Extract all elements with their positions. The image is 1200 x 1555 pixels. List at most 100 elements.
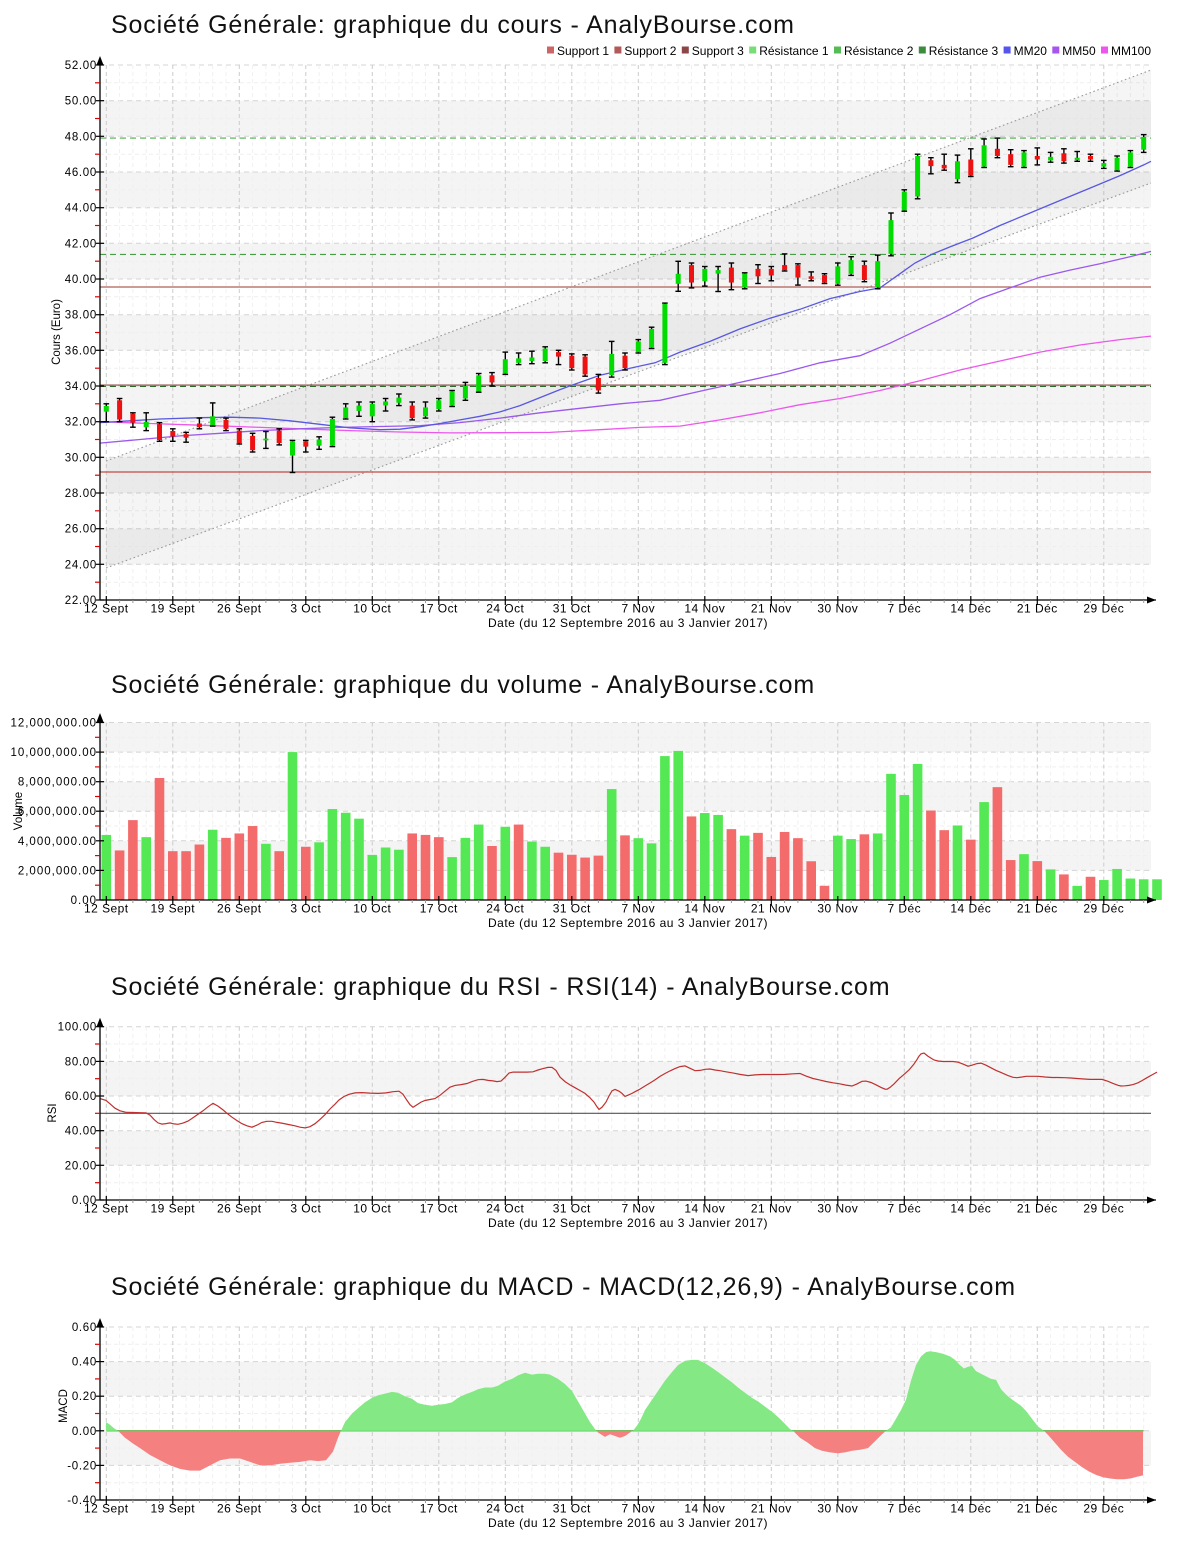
svg-text:52.00: 52.00 xyxy=(65,60,97,72)
svg-text:7 Déc: 7 Déc xyxy=(887,902,921,916)
svg-text:60.00: 60.00 xyxy=(65,1091,97,1103)
svg-text:MM50: MM50 xyxy=(1062,44,1096,58)
svg-text:4,000,000.00: 4,000,000.00 xyxy=(18,836,97,848)
svg-text:14 Déc: 14 Déc xyxy=(950,1502,991,1516)
svg-text:14 Nov: 14 Nov xyxy=(684,602,725,616)
svg-text:22.00: 22.00 xyxy=(65,595,97,607)
svg-text:19 Sept: 19 Sept xyxy=(151,602,196,616)
svg-text:7 Nov: 7 Nov xyxy=(621,1202,655,1216)
svg-text:14 Nov: 14 Nov xyxy=(684,1202,725,1216)
svg-text:21 Nov: 21 Nov xyxy=(751,902,792,916)
svg-text:3 Oct: 3 Oct xyxy=(290,1502,321,1516)
svg-text:Résistance 1: Résistance 1 xyxy=(759,44,829,58)
svg-text:48.00: 48.00 xyxy=(65,131,97,143)
svg-text:14 Nov: 14 Nov xyxy=(684,1502,725,1516)
svg-text:24 Oct: 24 Oct xyxy=(486,602,524,616)
svg-text:Volume: Volume xyxy=(13,792,25,830)
svg-text:Date (du 12 Septembre 2016 au: Date (du 12 Septembre 2016 au 3 Janvier … xyxy=(488,916,768,930)
svg-text:Société Générale: graphique du: Société Générale: graphique du RSI - RSI… xyxy=(111,973,890,1001)
svg-text:7 Nov: 7 Nov xyxy=(621,902,655,916)
svg-text:-0.20: -0.20 xyxy=(67,1460,97,1472)
svg-text:0.00: 0.00 xyxy=(71,895,97,907)
svg-text:8,000,000.00: 8,000,000.00 xyxy=(18,777,97,789)
svg-text:36.00: 36.00 xyxy=(65,345,97,357)
svg-text:19 Sept: 19 Sept xyxy=(151,1502,196,1516)
svg-text:-0.40: -0.40 xyxy=(67,1495,97,1507)
svg-text:24 Oct: 24 Oct xyxy=(486,1202,524,1216)
svg-text:21 Nov: 21 Nov xyxy=(751,1502,792,1516)
svg-text:10 Oct: 10 Oct xyxy=(353,1502,391,1516)
svg-text:10 Oct: 10 Oct xyxy=(353,1202,391,1216)
svg-text:7 Nov: 7 Nov xyxy=(621,1502,655,1516)
svg-text:7 Déc: 7 Déc xyxy=(887,1202,921,1216)
svg-text:31 Oct: 31 Oct xyxy=(553,1502,591,1516)
svg-text:31 Oct: 31 Oct xyxy=(553,1202,591,1216)
svg-text:Support 2: Support 2 xyxy=(624,44,676,58)
svg-text:21 Déc: 21 Déc xyxy=(1017,1502,1058,1516)
svg-text:38.00: 38.00 xyxy=(65,310,97,322)
svg-text:12 Sept: 12 Sept xyxy=(84,1202,129,1216)
svg-text:30.00: 30.00 xyxy=(65,452,97,464)
svg-text:46.00: 46.00 xyxy=(65,167,97,179)
svg-text:29 Déc: 29 Déc xyxy=(1083,1202,1124,1216)
svg-text:26 Sept: 26 Sept xyxy=(217,902,262,916)
svg-text:17 Oct: 17 Oct xyxy=(420,602,458,616)
svg-text:26 Sept: 26 Sept xyxy=(217,1502,262,1516)
svg-text:Date (du 12 Septembre 2016 au: Date (du 12 Septembre 2016 au 3 Janvier … xyxy=(488,1216,768,1230)
svg-text:19 Sept: 19 Sept xyxy=(151,1202,196,1216)
svg-text:30 Nov: 30 Nov xyxy=(817,1202,858,1216)
svg-text:28.00: 28.00 xyxy=(65,488,97,500)
svg-text:30 Nov: 30 Nov xyxy=(817,1502,858,1516)
svg-text:20.00: 20.00 xyxy=(65,1160,97,1172)
svg-text:17 Oct: 17 Oct xyxy=(420,1502,458,1516)
svg-text:0.00: 0.00 xyxy=(72,1195,97,1207)
svg-text:10,000,000.00: 10,000,000.00 xyxy=(10,747,97,759)
svg-text:3 Oct: 3 Oct xyxy=(290,602,321,616)
svg-text:Support 1: Support 1 xyxy=(557,44,609,58)
svg-text:7 Déc: 7 Déc xyxy=(887,602,921,616)
svg-text:30 Nov: 30 Nov xyxy=(817,602,858,616)
svg-text:Date (du 12 Septembre 2016 au: Date (du 12 Septembre 2016 au 3 Janvier … xyxy=(488,1516,768,1530)
svg-text:Résistance 2: Résistance 2 xyxy=(844,44,914,58)
svg-text:14 Nov: 14 Nov xyxy=(684,902,725,916)
svg-text:17 Oct: 17 Oct xyxy=(420,902,458,916)
svg-text:100.00: 100.00 xyxy=(58,1022,97,1034)
svg-text:19 Sept: 19 Sept xyxy=(151,902,196,916)
svg-text:2,000,000.00: 2,000,000.00 xyxy=(18,865,97,877)
svg-text:21 Déc: 21 Déc xyxy=(1017,902,1058,916)
svg-text:Société Générale: graphique du: Société Générale: graphique du MACD - MA… xyxy=(111,1273,1016,1301)
svg-text:Cours (Euro): Cours (Euro) xyxy=(51,299,63,365)
svg-text:14 Déc: 14 Déc xyxy=(950,602,991,616)
svg-text:24.00: 24.00 xyxy=(65,559,97,571)
svg-text:0.60: 0.60 xyxy=(72,1322,97,1334)
svg-text:29 Déc: 29 Déc xyxy=(1083,602,1124,616)
svg-text:MM20: MM20 xyxy=(1014,44,1048,58)
svg-text:14 Déc: 14 Déc xyxy=(950,1202,991,1216)
svg-text:0.00: 0.00 xyxy=(72,1426,97,1438)
svg-text:26 Sept: 26 Sept xyxy=(217,602,262,616)
svg-text:80.00: 80.00 xyxy=(65,1056,97,1068)
svg-text:21 Déc: 21 Déc xyxy=(1017,1202,1058,1216)
svg-text:MM100: MM100 xyxy=(1111,44,1151,58)
svg-text:31 Oct: 31 Oct xyxy=(553,602,591,616)
svg-text:21 Déc: 21 Déc xyxy=(1017,602,1058,616)
svg-text:12 Sept: 12 Sept xyxy=(84,1502,129,1516)
svg-text:MACD: MACD xyxy=(58,1389,70,1423)
svg-text:40.00: 40.00 xyxy=(65,1126,97,1138)
svg-text:40.00: 40.00 xyxy=(65,274,97,286)
svg-text:10 Oct: 10 Oct xyxy=(353,902,391,916)
svg-text:RSI: RSI xyxy=(47,1103,59,1122)
svg-text:Support 3: Support 3 xyxy=(692,44,744,58)
svg-text:26.00: 26.00 xyxy=(65,524,97,536)
svg-text:32.00: 32.00 xyxy=(65,417,97,429)
svg-text:7 Nov: 7 Nov xyxy=(621,602,655,616)
svg-text:Résistance 3: Résistance 3 xyxy=(929,44,999,58)
svg-text:3 Oct: 3 Oct xyxy=(290,1202,321,1216)
svg-text:6,000,000.00: 6,000,000.00 xyxy=(18,806,97,818)
svg-text:26 Sept: 26 Sept xyxy=(217,1202,262,1216)
svg-text:7 Déc: 7 Déc xyxy=(887,1502,921,1516)
svg-text:17 Oct: 17 Oct xyxy=(420,1202,458,1216)
svg-text:50.00: 50.00 xyxy=(65,96,97,108)
svg-text:14 Déc: 14 Déc xyxy=(950,902,991,916)
svg-text:21 Nov: 21 Nov xyxy=(751,602,792,616)
